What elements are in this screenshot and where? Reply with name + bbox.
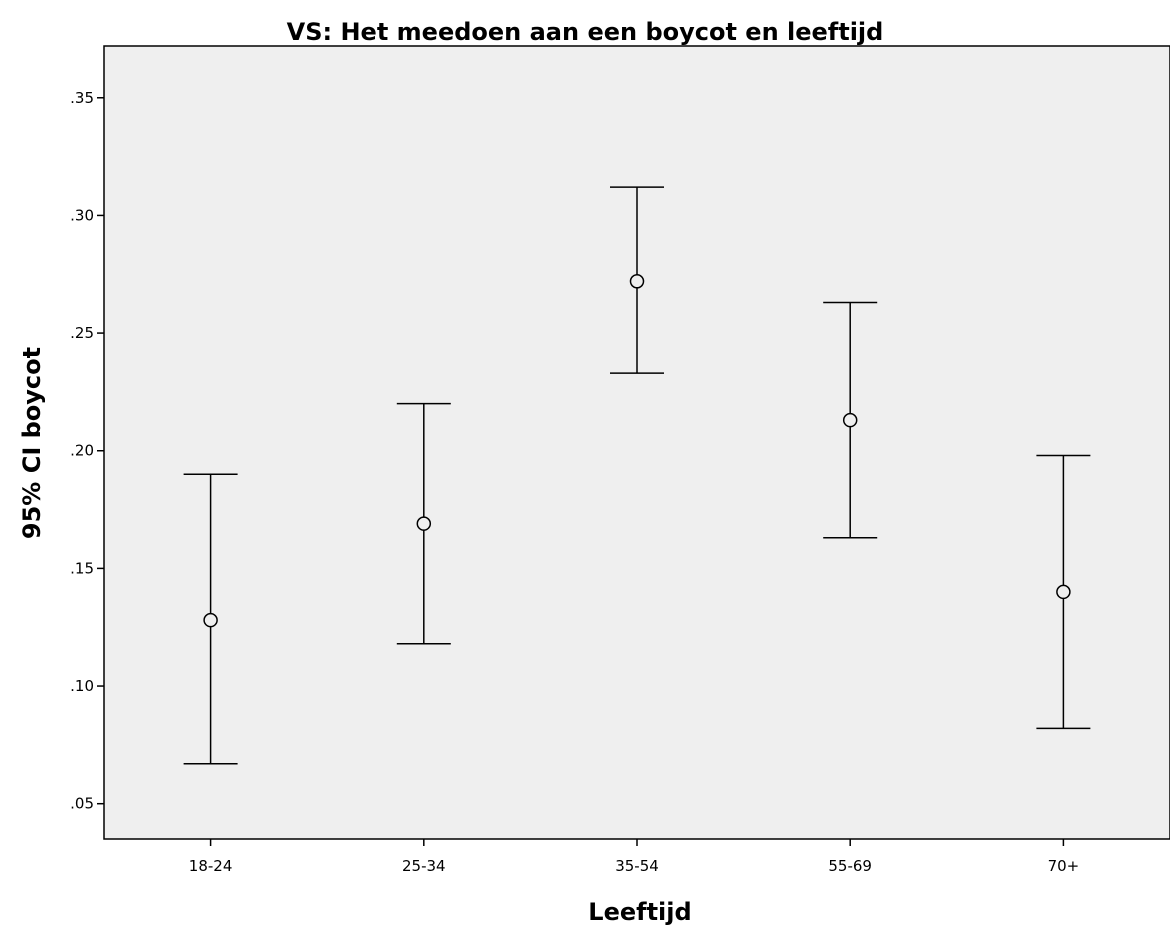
mean-point [203,612,218,628]
error-bar-group [396,402,451,645]
mean-point [416,516,432,531]
x-axis-title: Leeftijd [588,898,691,926]
error-bar-group [610,186,664,374]
y-axis-title: 95% CI boycot [18,347,46,539]
x-tick-label: 18-24 [189,857,233,875]
error-bars [183,186,1091,765]
mean-point [842,412,858,428]
error-bar-group [183,473,238,765]
y-tick-label: .25 [70,324,94,342]
x-tick-label: 35-54 [615,857,659,875]
y-tick-label: .05 [70,795,94,813]
y-axis: .05 .10 .15 .20 .25 .30 .35 [70,89,104,813]
x-tick-label: 55-69 [828,857,872,875]
plot-area [103,45,1170,840]
y-tick-label: .10 [70,677,94,695]
chart-title: VS: Het meedoen aan een boycot en leefti… [287,18,884,46]
y-tick-label: .35 [70,89,94,107]
y-tick-label: .20 [70,442,94,460]
mean-point [629,274,645,289]
x-tick-label: 25-34 [402,857,446,875]
x-tick-label: 70+ [1048,857,1080,875]
error-bar-group [823,301,878,539]
y-tick-label: .15 [70,559,94,577]
mean-point [1056,584,1071,600]
error-bar-group [1036,454,1091,730]
x-axis: 18-24 25-34 35-54 55-69 70+ [189,839,1079,875]
y-tick-label: .30 [70,206,94,224]
